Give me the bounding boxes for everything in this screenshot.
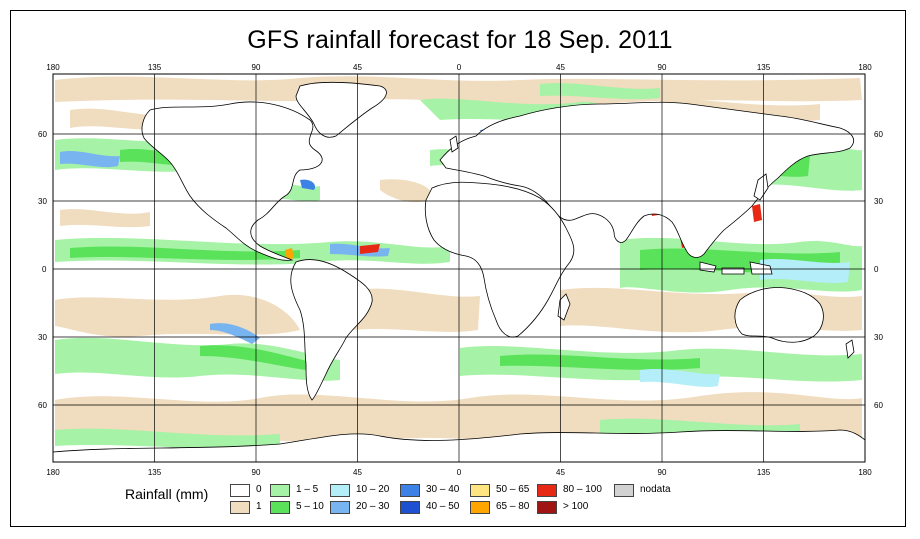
- legend-swatch: [470, 484, 490, 497]
- top-longitude-ticks: 180 135 90 45 0 45 90 135 180: [46, 63, 872, 72]
- rain-class-10-30mm: [60, 129, 850, 387]
- legend-label: 0: [256, 484, 262, 495]
- legend-label: 1: [256, 501, 262, 512]
- legend-swatch: [537, 501, 557, 514]
- legend-label: 20 – 30: [356, 501, 390, 512]
- left-latitude-ticks: 60 30 0 30 60: [38, 130, 47, 410]
- legend-swatch: [230, 484, 250, 497]
- greenland: [295, 81, 387, 138]
- legend-swatch: [400, 484, 420, 497]
- legend-label: 50 – 65: [496, 484, 530, 495]
- lon-tick-label: 90: [658, 63, 667, 72]
- lon-tick-label: 90: [252, 63, 261, 72]
- legend-label: 80 – 100: [563, 484, 602, 495]
- lon-tick-label: 180: [46, 468, 60, 477]
- lon-tick-label: 135: [757, 63, 771, 72]
- lat-tick-label: 30: [874, 197, 883, 206]
- lon-tick-label: 45: [556, 468, 565, 477]
- lat-tick-label: 30: [38, 333, 47, 342]
- legend-label: > 100: [563, 501, 589, 512]
- legend-label: 1 – 5: [296, 484, 319, 495]
- legend-swatch: [330, 484, 350, 497]
- lat-tick-label: 0: [42, 265, 47, 274]
- europe-asia: [439, 101, 854, 258]
- lat-tick-label: 60: [874, 401, 883, 410]
- legend-label: 65 – 80: [496, 501, 530, 512]
- north-america: [141, 101, 323, 261]
- legend-swatch: [270, 501, 290, 514]
- legend-swatch: [230, 501, 250, 514]
- lat-tick-label: 30: [38, 197, 47, 206]
- legend-swatch: [537, 484, 557, 497]
- legend-swatch: [400, 501, 420, 514]
- new-zealand: [845, 339, 855, 359]
- legend-label: 5 – 10: [296, 501, 324, 512]
- map-border: [52, 73, 866, 463]
- legend-label: nodata: [640, 484, 671, 495]
- lon-tick-label: 45: [353, 63, 362, 72]
- lat-tick-label: 60: [874, 130, 883, 139]
- lon-tick-label: 90: [658, 468, 667, 477]
- legend-swatch: [330, 501, 350, 514]
- lon-tick-label: 180: [46, 63, 60, 72]
- right-latitude-ticks: 60 30 0 30 60: [874, 130, 883, 410]
- japan: [753, 173, 769, 201]
- legend-label: 30 – 40: [426, 484, 460, 495]
- lat-tick-label: 0: [874, 265, 879, 274]
- lon-tick-label: 90: [252, 468, 261, 477]
- legend-title: Rainfall (mm): [125, 486, 209, 502]
- lon-tick-label: 180: [858, 63, 872, 72]
- south-america: [290, 259, 373, 401]
- lon-tick-label: 0: [457, 63, 462, 72]
- lon-tick-label: 135: [757, 468, 771, 477]
- page-title: GFS rainfall forecast for 18 Sep. 2011: [247, 26, 673, 54]
- figure-frame: [10, 10, 906, 527]
- lon-tick-label: 135: [148, 468, 162, 477]
- lon-tick-label: 45: [556, 63, 565, 72]
- lon-tick-label: 0: [457, 468, 462, 477]
- uk: [449, 135, 459, 153]
- legend-label: 40 – 50: [426, 501, 460, 512]
- madagascar: [557, 293, 571, 321]
- lat-tick-label: 60: [38, 401, 47, 410]
- legend-swatch: [614, 484, 634, 497]
- lat-tick-label: 30: [874, 333, 883, 342]
- lon-tick-label: 45: [353, 468, 362, 477]
- australia: [734, 287, 824, 343]
- legend-swatch: [270, 484, 290, 497]
- legend-label: 10 – 20: [356, 484, 390, 495]
- lat-tick-label: 60: [38, 130, 47, 139]
- bottom-longitude-ticks: 180 135 90 45 0 45 90 135 180: [46, 468, 872, 477]
- lon-tick-label: 180: [858, 468, 872, 477]
- legend-swatch: [470, 501, 490, 514]
- lon-tick-label: 135: [148, 63, 162, 72]
- graticule: [53, 74, 865, 462]
